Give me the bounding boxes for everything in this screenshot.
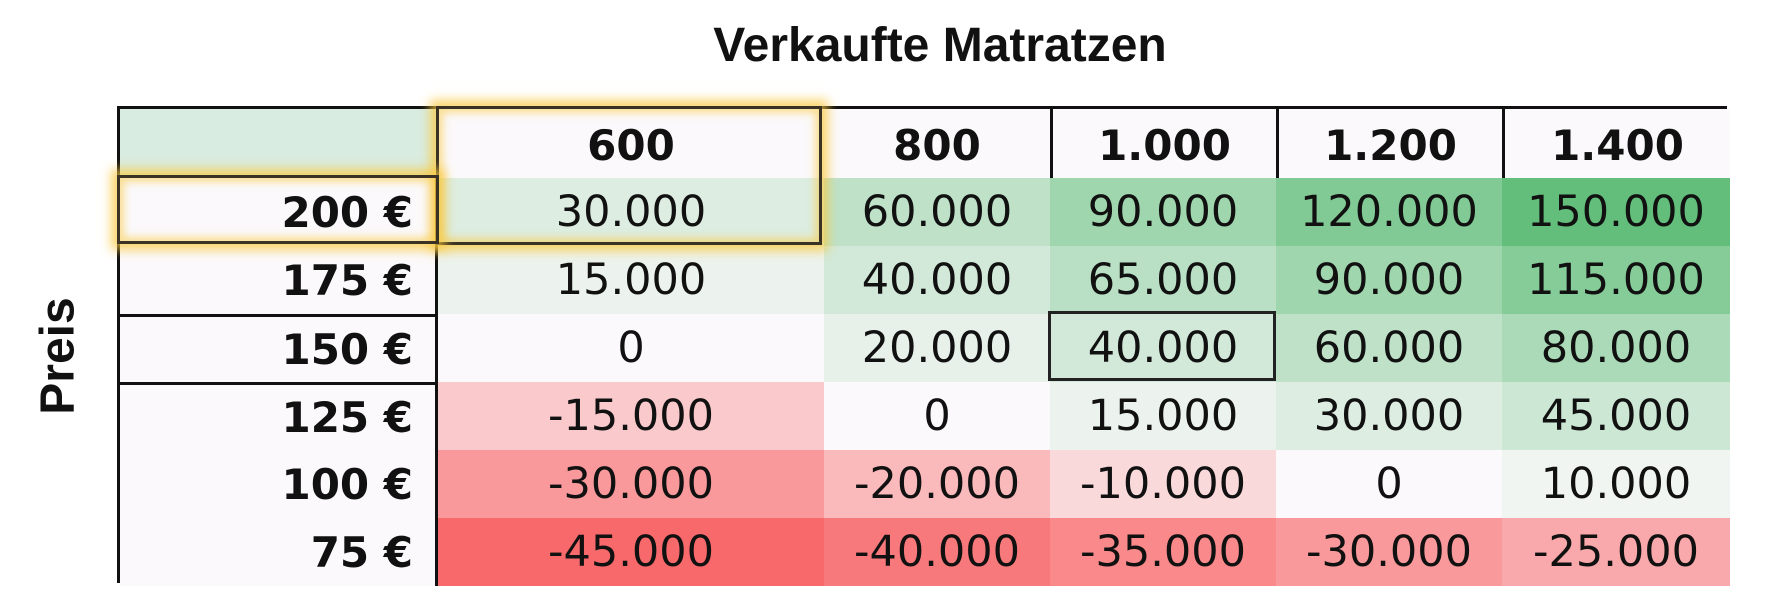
row-header: 200 € (120, 178, 438, 246)
row-header: 175 € (120, 246, 438, 314)
row-header: 125 € (120, 382, 438, 450)
heatmap-cell: -20.000 (824, 450, 1050, 518)
heatmap-cell: 60.000 (1276, 314, 1502, 382)
column-header: 1.200 (1276, 109, 1502, 178)
heatmap-cell: -30.000 (1276, 518, 1502, 586)
column-header: 600 (438, 109, 824, 178)
column-header: 1.400 (1502, 109, 1730, 178)
heatmap-cell: 0 (1276, 450, 1502, 518)
heatmap-cell: 90.000 (1276, 246, 1502, 314)
heatmap-table: 600 800 1.000 1.200 1.400 200 €30.000 60.000 90… (117, 106, 1730, 586)
heatmap-cell: -15.000 (438, 382, 824, 450)
heatmap-cell: 45.000 (1502, 382, 1730, 450)
heatmap-cell: -35.000 (1050, 518, 1276, 586)
heatmap-cell: 30.000 (438, 178, 824, 246)
heatmap-cell: 65.000 (1050, 246, 1276, 314)
heatmap-cell: 15.000 (1050, 382, 1276, 450)
chart-title: Verkaufte Matratzen (713, 19, 1167, 72)
heatmap-cell: 10.000 (1502, 450, 1730, 518)
y-axis-label: Preis (31, 297, 85, 415)
heatmap-cell: 20.000 (824, 314, 1050, 382)
heatmap-cell: 0 (438, 314, 824, 382)
y-axis-label-container: Preis (0, 0, 85, 608)
heatmap-cell: 120.000 (1276, 178, 1502, 246)
heatmap-cell: 115.000 (1502, 246, 1730, 314)
heatmap-cell: 40.000 (824, 246, 1050, 314)
heatmap-cell: -25.000 (1502, 518, 1730, 586)
corner-cell (120, 109, 438, 178)
heatmap-cell: -30.000 (438, 450, 824, 518)
heatmap-cell: 15.000 (438, 246, 824, 314)
heatmap-cell: 90.000 (1050, 178, 1276, 246)
heatmap-cell: -45.000 (438, 518, 824, 586)
heatmap-cell: -40.000 (824, 518, 1050, 586)
heatmap-cell: 0 (824, 382, 1050, 450)
heatmap-cell: 30.000 (1276, 382, 1502, 450)
heatmap-cell: 60.000 (824, 178, 1050, 246)
column-header: 1.000 (1050, 109, 1276, 178)
row-header: 75 € (120, 518, 438, 586)
heatmap-cell: -10.000 (1050, 450, 1276, 518)
row-header: 150 € (120, 314, 438, 382)
heatmap-cell: 40.000 (1050, 314, 1276, 382)
heatmap-cell: 150.000 (1502, 178, 1730, 246)
column-header: 800 (824, 109, 1050, 178)
heatmap-cell: 80.000 (1502, 314, 1730, 382)
row-header: 100 € (120, 450, 438, 518)
